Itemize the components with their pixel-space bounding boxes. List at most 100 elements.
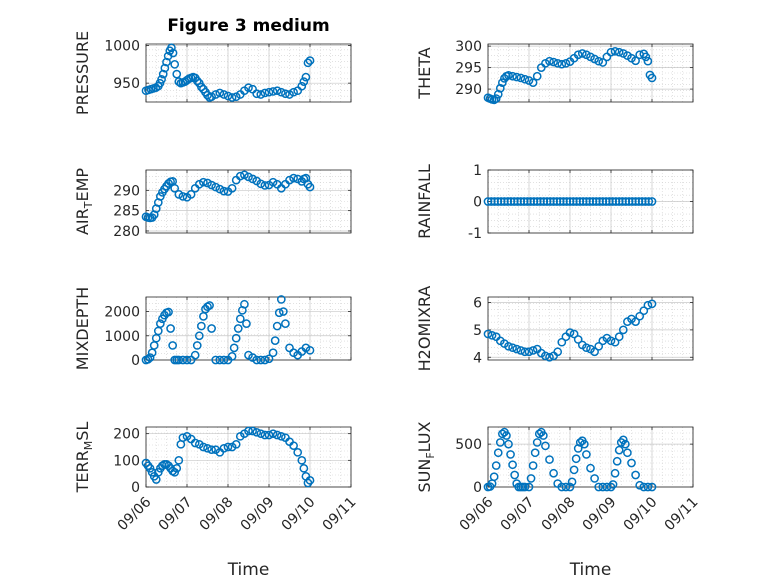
data-point	[203, 443, 212, 453]
data-point	[297, 81, 307, 91]
y-tick-label: 0	[473, 195, 482, 211]
x-tick-label: 09/10	[279, 494, 319, 534]
data-point	[498, 78, 507, 88]
data-point	[520, 74, 530, 84]
data-point	[162, 57, 171, 67]
data-point	[524, 347, 534, 357]
data-point	[174, 455, 184, 465]
data-point	[178, 433, 188, 443]
data-point	[192, 76, 202, 86]
data-point	[197, 82, 206, 92]
data-point	[166, 324, 175, 333]
data-point	[256, 355, 266, 365]
subplot-7: 0 100 200 TERRMSL 09/06 09/07 09/08 09/09 09/10 0…	[73, 422, 359, 580]
data-point	[164, 307, 173, 317]
x-tick-label: 09/07	[156, 494, 196, 534]
data-point	[528, 346, 538, 355]
data-point	[197, 321, 206, 331]
data-point	[590, 474, 599, 483]
data-point	[528, 78, 538, 88]
y-tick-label: 2000	[104, 305, 140, 321]
data-point	[614, 332, 624, 342]
data-point	[565, 328, 575, 337]
data-point	[594, 482, 604, 492]
data-point	[289, 441, 298, 451]
data-point	[279, 307, 288, 316]
data-point	[565, 482, 575, 492]
data-point	[573, 335, 583, 344]
data-point	[240, 170, 249, 180]
y-tick-label: 0	[131, 480, 140, 496]
data-point	[549, 468, 558, 478]
data-point	[530, 448, 540, 458]
y-axis-label: SUNFLUX	[415, 421, 437, 492]
data-point	[190, 350, 200, 360]
data-point	[491, 461, 501, 470]
data-point	[534, 429, 544, 439]
data-point	[264, 354, 274, 364]
data-point	[207, 445, 216, 455]
data-point	[561, 482, 571, 492]
data-point	[231, 333, 241, 343]
chart-title: Figure 3 medium	[167, 16, 329, 36]
y-tick-label: 0	[473, 480, 482, 496]
data-point	[610, 337, 620, 347]
y-tick-label: 6	[473, 295, 482, 311]
data-point	[573, 50, 583, 60]
data-point	[491, 94, 501, 103]
y-axis-label: H2OMIXRA	[415, 286, 434, 372]
x-tick-label: 09/07	[498, 494, 538, 534]
data-point	[512, 72, 522, 82]
data-point	[260, 430, 270, 440]
data-point	[227, 93, 237, 102]
data-point	[203, 178, 212, 188]
data-point	[516, 73, 526, 83]
data-point	[248, 426, 257, 436]
data-point	[190, 438, 200, 448]
data-point	[586, 463, 595, 473]
data-point	[541, 441, 550, 451]
subplot-1: 950 1000 PRESSURE Figure 3 medium	[73, 16, 352, 115]
data-point	[512, 344, 522, 354]
data-point	[504, 341, 513, 351]
data-point	[508, 343, 517, 353]
data-point	[207, 180, 216, 190]
axes-box	[145, 43, 352, 103]
data-point	[203, 90, 212, 100]
data-point	[598, 482, 608, 492]
data-point	[256, 179, 266, 189]
data-point	[276, 431, 286, 441]
data-point	[643, 56, 653, 66]
data-point	[211, 355, 221, 365]
data-point	[502, 431, 511, 440]
subplot-6: 4 5 6 H2OMIXRA	[415, 286, 694, 372]
data-point	[635, 480, 645, 490]
data-point	[235, 314, 245, 324]
data-point	[504, 71, 513, 80]
data-point	[557, 59, 567, 69]
data-point	[594, 341, 604, 351]
data-point	[561, 58, 571, 68]
subplot-3: 280 285 290 AIRTEMP	[73, 168, 352, 240]
data-point	[504, 439, 513, 449]
data-point	[582, 343, 591, 353]
data-point	[240, 299, 249, 309]
axes-box	[487, 426, 694, 488]
data-point	[227, 352, 237, 361]
y-tick-label: 285	[113, 204, 140, 220]
data-point	[172, 463, 182, 473]
y-tick-label: -1	[468, 226, 482, 242]
data-point	[272, 430, 282, 440]
data-point	[168, 341, 177, 350]
data-point	[495, 438, 505, 447]
data-point	[143, 354, 153, 364]
data-point	[305, 182, 315, 192]
data-point	[157, 75, 166, 84]
axes-box	[145, 169, 352, 234]
data-point	[569, 465, 579, 475]
data-point	[301, 72, 311, 82]
subplot-2: 290 295 300 THETA	[415, 39, 694, 105]
data-point	[268, 87, 278, 96]
data-point	[545, 352, 554, 362]
data-point	[545, 455, 554, 464]
